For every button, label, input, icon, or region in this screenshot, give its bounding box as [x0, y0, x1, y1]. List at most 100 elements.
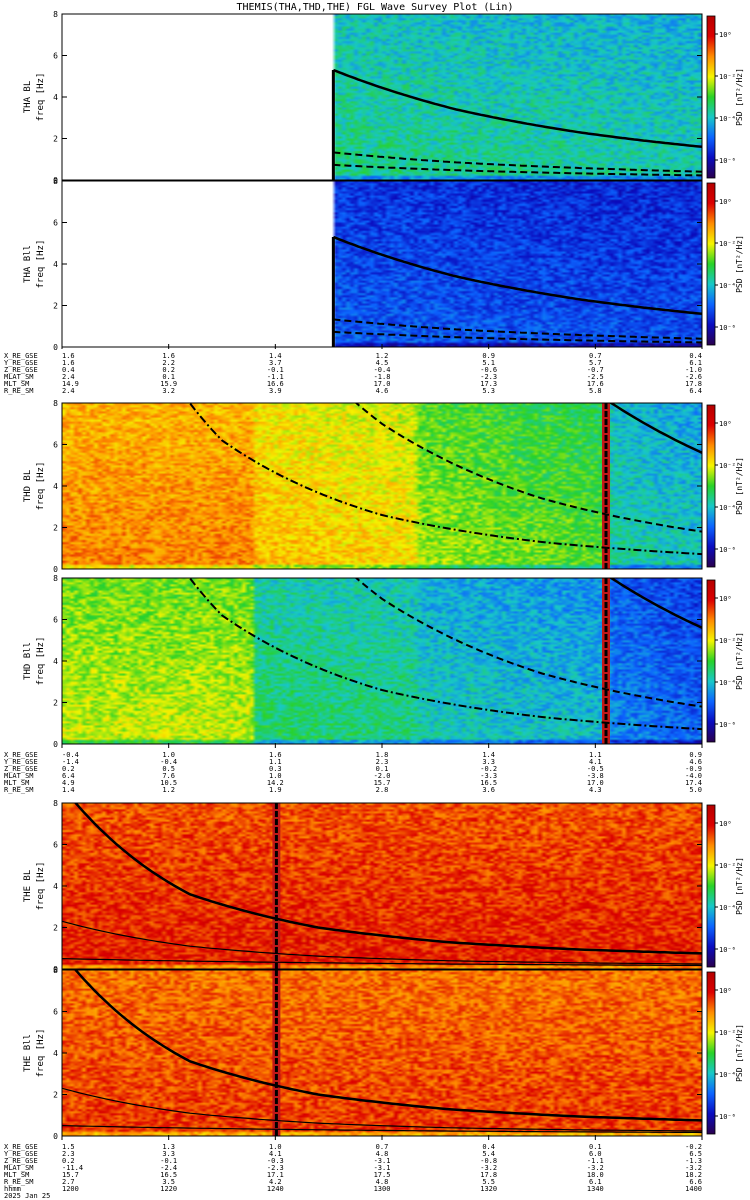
spectrogram-image — [62, 403, 702, 569]
ephemeris-value: 0.2 — [62, 765, 75, 773]
ephemeris-value: 6.6 — [689, 1178, 702, 1186]
y-tick-label: 2 — [53, 924, 58, 933]
ephemeris-value: 0.5 — [162, 765, 175, 773]
ephemeris-value: -3.1 — [374, 1157, 391, 1165]
ephemeris-value: 1.5 — [62, 1143, 75, 1151]
colorbar-label: PSD [nT²/Hz] — [735, 68, 744, 126]
ephemeris-value: 3.5 — [162, 1178, 175, 1186]
y-tick-label: 0 — [53, 740, 58, 749]
colorbar-tick-label: 10⁻⁶ — [719, 546, 736, 554]
ephemeris-value: 17.6 — [587, 380, 604, 388]
ephemeris-value: 1.0 — [269, 1143, 282, 1151]
ephemeris-value: 17.5 — [374, 1171, 391, 1179]
colorbar — [706, 182, 716, 346]
ephemeris-value: -1.1 — [267, 373, 284, 381]
y-tick-label: 6 — [53, 616, 58, 625]
ephemeris-value: 1.1 — [589, 751, 602, 759]
ephemeris-value: -0.4 — [374, 366, 391, 374]
ephemeris-table: X_RE_GSEY_RE_GSEZ_RE_GSEMLAT_SMMLT_SMR_R… — [4, 1135, 703, 1200]
spectrogram-image — [62, 578, 702, 744]
ephemeris-row-label: Y_RE_GSE — [4, 758, 38, 766]
ephemeris-row-label: X_RE_GSE — [4, 751, 38, 759]
ephemeris-value: 17.3 — [480, 380, 497, 388]
ephemeris-value: 10.5 — [160, 779, 177, 787]
colorbar-tick-label: 10⁻⁶ — [719, 721, 736, 729]
gyrofrequency-curve — [62, 920, 702, 965]
gyrofrequency-curve — [332, 68, 702, 149]
ephemeris-value: 15.9 — [160, 380, 177, 388]
colorbar-tick-label: 10⁻² — [719, 862, 736, 870]
ephemeris-row-label: X_RE_GSE — [4, 1143, 38, 1151]
spectrogram-image — [62, 970, 702, 1136]
colorbar — [706, 971, 716, 1135]
ephemeris-row-label: R_RE_SM — [4, 786, 34, 794]
colorbar-label: PSD [nT²/Hz] — [735, 235, 744, 293]
panel-label: THA BL — [23, 81, 33, 114]
ephemeris-value: 1400 — [685, 1185, 702, 1193]
gyrofrequency-curve — [332, 235, 702, 316]
ephemeris-value: 5.4 — [482, 1150, 495, 1158]
ephemeris-row-label: 2025 Jan 25 — [4, 1192, 50, 1200]
ephemeris-value: 0.1 — [376, 765, 389, 773]
y-tick-label: 0 — [53, 176, 58, 185]
y-tick-label: 8 — [53, 10, 58, 19]
spectrogram-panel: 0 2 4 6 8 THE BL freq [Hz] 10⁰ 10⁻² 10⁻⁴ 10⁻⁶ PSD [… — [23, 799, 744, 974]
ephemeris-value: 1.2 — [162, 786, 175, 794]
spectrogram-panel: 0 2 4 6 8 THE Bll freq [Hz] 10⁰ 10⁻² 10⁻⁴ 10⁻⁶ PSD … — [23, 966, 744, 1141]
ephemeris-value: -0.5 — [587, 765, 604, 773]
ephemeris-value: 4.9 — [62, 779, 75, 787]
ephemeris-row-label: Y_RE_GSE — [4, 359, 38, 367]
colorbar-tick-label: 10⁻⁴ — [719, 115, 736, 123]
gyrofrequency-curve — [333, 163, 702, 177]
y-tick-label: 0 — [53, 343, 58, 352]
colorbar-tick-label: 10⁻² — [719, 462, 736, 470]
colorbar-label: PSD [nT²/Hz] — [735, 632, 744, 690]
ephemeris-value: -0.9 — [685, 765, 702, 773]
colorbar-tick-label: 10⁻⁴ — [719, 282, 736, 290]
colorbar-tick-label: 10⁰ — [719, 987, 732, 995]
ephemeris-value: -3.1 — [374, 1164, 391, 1172]
ephemeris-value: 3.9 — [269, 387, 282, 395]
ephemeris-table: X_RE_GSEY_RE_GSEZ_RE_GSEMLAT_SMMLT_SMR_R… — [4, 743, 703, 794]
ephemeris-value: -0.2 — [685, 1143, 702, 1151]
colorbar-tick-label: 10⁻⁶ — [719, 1113, 736, 1121]
ephemeris-value: 18.2 — [685, 1171, 702, 1179]
ephemeris-value: 1.6 — [162, 352, 175, 360]
colorbar-label: PSD [nT²/Hz] — [735, 857, 744, 915]
ephemeris-value: -2.5 — [587, 373, 604, 381]
gyrofrequency-curve — [62, 1125, 702, 1134]
colorbar-label: PSD [nT²/Hz] — [735, 457, 744, 515]
plot-title: THEMIS(THA,THD,THE) FGL Wave Survey Plot… — [237, 2, 514, 13]
ephemeris-value: 6.1 — [689, 359, 702, 367]
y-axis-label: freq [Hz] — [36, 462, 46, 511]
ephemeris-value: 5.1 — [482, 359, 495, 367]
ephemeris-value: 16.6 — [267, 380, 284, 388]
ephemeris-value: 0.9 — [689, 751, 702, 759]
colorbar-tick-label: 10⁻⁴ — [719, 504, 736, 512]
colorbar-tick-label: 10⁻² — [719, 1029, 736, 1037]
ephemeris-value: 16.5 — [480, 779, 497, 787]
y-tick-label: 4 — [53, 882, 58, 891]
y-axis-label: freq [Hz] — [36, 73, 46, 122]
ephemeris-value: 2.4 — [62, 373, 75, 381]
gyrofrequency-curve — [62, 1087, 702, 1132]
ephemeris-value: 5.0 — [689, 786, 702, 794]
ephemeris-value: -3.8 — [587, 772, 604, 780]
panel-label: THD Bll — [23, 642, 33, 680]
ephemeris-value: 1.9 — [269, 786, 282, 794]
ephemeris-value: 3.7 — [269, 359, 282, 367]
spectrogram-panel: 0 2 4 6 8 THA Bll freq [Hz] 10⁰ 10⁻² 10⁻⁴ 10⁻⁶ PSD … — [23, 177, 744, 352]
ephemeris-row-label: Z_RE_GSE — [4, 1157, 38, 1165]
y-tick-label: 4 — [53, 1049, 58, 1058]
colorbar-tick-label: 10⁰ — [719, 198, 732, 206]
ephemeris-value: 1240 — [267, 1185, 284, 1193]
ephemeris-row-label: R_RE_SM — [4, 1178, 34, 1186]
spectrogram-panel: 0 2 4 6 8 THD Bll freq [Hz] 10⁰ 10⁻² 10⁻⁴ 10⁻⁶ PSD … — [23, 574, 744, 749]
gyrofrequency-curve — [333, 330, 702, 344]
ephemeris-row-label: MLAT_SM — [4, 373, 34, 381]
ephemeris-value: 1.0 — [162, 751, 175, 759]
colorbar-tick-label: 10⁰ — [719, 820, 732, 828]
ephemeris-value: 17.8 — [480, 1171, 497, 1179]
y-tick-label: 4 — [53, 657, 58, 666]
ephemeris-value: 15.7 — [62, 1171, 79, 1179]
